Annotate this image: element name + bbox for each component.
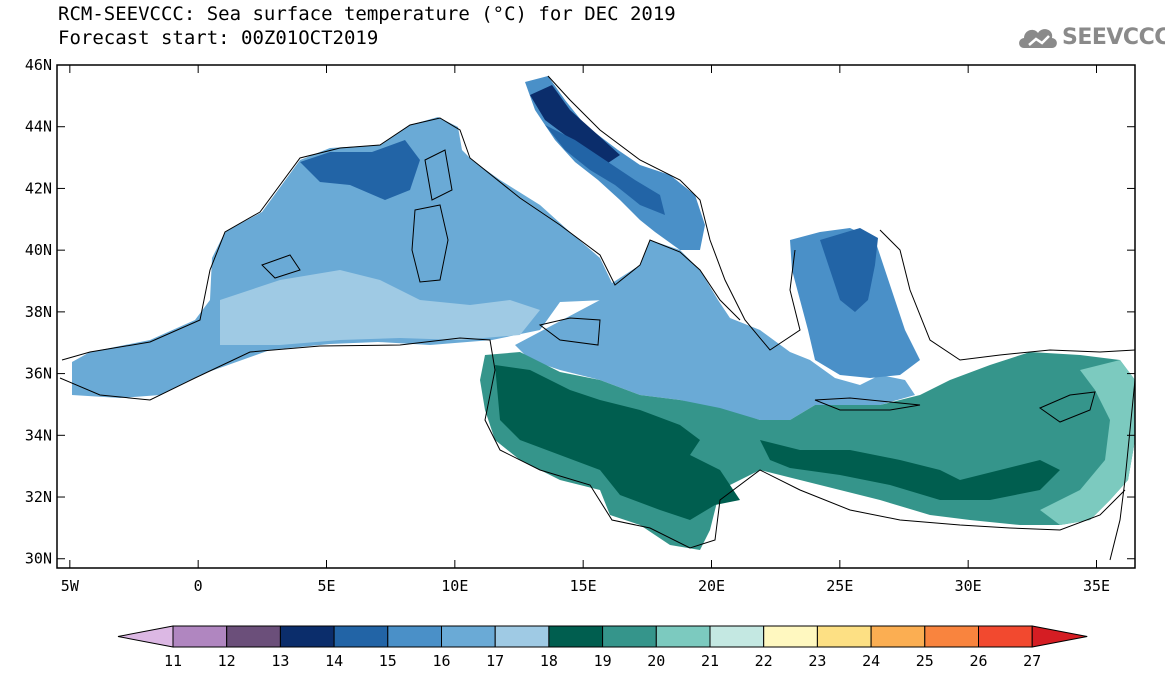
sst-region-gulf-of-lion <box>300 140 420 200</box>
y-tick-label: 32N <box>25 488 52 506</box>
colorbar-label: 12 <box>218 652 236 670</box>
colorbar-label: 17 <box>486 652 504 670</box>
colorbar-label: 13 <box>271 652 289 670</box>
colorbar-label: 27 <box>1023 652 1041 670</box>
colorbar-label: 22 <box>755 652 773 670</box>
sst-region-sidra-warmest <box>495 365 740 520</box>
coastline-mallorca <box>261 254 301 279</box>
colorbar: 11 12 13 14 15 16 17 18 19 20 21 22 23 24 25 26 27 <box>117 625 1088 670</box>
colorbar-label: 14 <box>325 652 343 670</box>
colorbar-box <box>709 625 765 648</box>
coastline-levant <box>1109 379 1136 561</box>
coastline-north-africa <box>59 337 1126 549</box>
colorbar-triangle-high <box>1031 625 1088 648</box>
y-tick-label: 40N <box>25 241 52 259</box>
x-axis-ticks: 5W 0 5E 10E 15E 20E 25E 30E 35E <box>61 65 1110 595</box>
x-tick-label: 35E <box>1083 577 1110 595</box>
y-tick-label: 42N <box>25 179 52 197</box>
y-tick-label: 44N <box>25 118 52 136</box>
coastline-turkey <box>879 229 1136 361</box>
sea-temperature-field <box>72 76 1135 550</box>
colorbar-label: 18 <box>540 652 558 670</box>
colorbar-label: 16 <box>432 652 450 670</box>
colorbar-box <box>387 625 442 648</box>
colorbar-box <box>763 625 818 648</box>
colorbar-label: 23 <box>808 652 826 670</box>
coastline-crete <box>814 397 921 411</box>
colorbar-box <box>870 625 926 648</box>
colorbar-triangle-low <box>117 625 174 648</box>
colorbar-box <box>548 625 604 648</box>
colorbar-box <box>924 625 979 648</box>
map-title: RCM-SEEVCCC: Sea surface temperature (°C… <box>58 3 676 25</box>
cloud-icon <box>1019 29 1057 48</box>
y-axis-ticks: 30N 32N 34N 36N 38N 40N 42N 44N 46N <box>25 56 1135 568</box>
colorbar-label: 19 <box>594 652 612 670</box>
colorbar-box <box>494 625 550 648</box>
sst-region-levantine-warm <box>1040 360 1135 525</box>
x-tick-label: 0 <box>194 577 203 595</box>
x-tick-label: 25E <box>826 577 853 595</box>
sst-region-east-warmest <box>760 440 1060 500</box>
x-tick-label: 5E <box>317 577 335 595</box>
colorbar-box <box>279 625 335 648</box>
sst-region-north-aegean <box>820 228 878 312</box>
colorbar-box <box>816 625 872 648</box>
coastline-sardinia <box>411 204 449 283</box>
x-tick-label: 10E <box>441 577 468 595</box>
colorbar-box <box>655 625 711 648</box>
colorbar-box <box>441 625 496 648</box>
colorbar-box <box>978 625 1033 648</box>
sst-region-adriatic-mid <box>545 125 665 215</box>
x-tick-label: 15E <box>570 577 597 595</box>
x-tick-label: 20E <box>698 577 725 595</box>
colorbar-label: 11 <box>164 652 182 670</box>
colorbar-label: 24 <box>862 652 880 670</box>
coastline-corsica <box>424 149 453 201</box>
colorbar-box <box>333 625 389 648</box>
colorbar-box <box>602 625 657 648</box>
x-tick-label: 30E <box>955 577 982 595</box>
coastline-cyprus <box>1038 391 1096 423</box>
y-tick-label: 30N <box>25 550 52 568</box>
y-tick-label: 46N <box>25 56 52 74</box>
coastline-adriatic-east <box>547 75 801 351</box>
colorbar-box <box>172 625 228 648</box>
y-tick-label: 34N <box>25 426 52 444</box>
colorbar-label: 20 <box>647 652 665 670</box>
x-tick-label: 5W <box>61 577 80 595</box>
coastline-europe <box>61 117 741 361</box>
colorbar-label: 15 <box>379 652 397 670</box>
colorbar-label: 26 <box>969 652 987 670</box>
sst-region-balearic <box>220 270 540 345</box>
coastlines <box>59 75 1136 561</box>
plot-frame <box>56 64 1136 569</box>
forecast-start-label: Forecast start: 00Z01OCT2019 <box>58 27 379 49</box>
coastline-sicily <box>538 317 601 346</box>
logo-text: SEEVCCC <box>1062 24 1165 50</box>
y-tick-label: 38N <box>25 303 52 321</box>
colorbar-label: 21 <box>701 652 719 670</box>
colorbar-box <box>226 625 281 648</box>
y-tick-label: 36N <box>25 365 52 383</box>
seevccc-logo: SEEVCCC <box>1016 22 1165 52</box>
sst-region-north-adriatic <box>530 85 620 165</box>
colorbar-label: 25 <box>916 652 934 670</box>
